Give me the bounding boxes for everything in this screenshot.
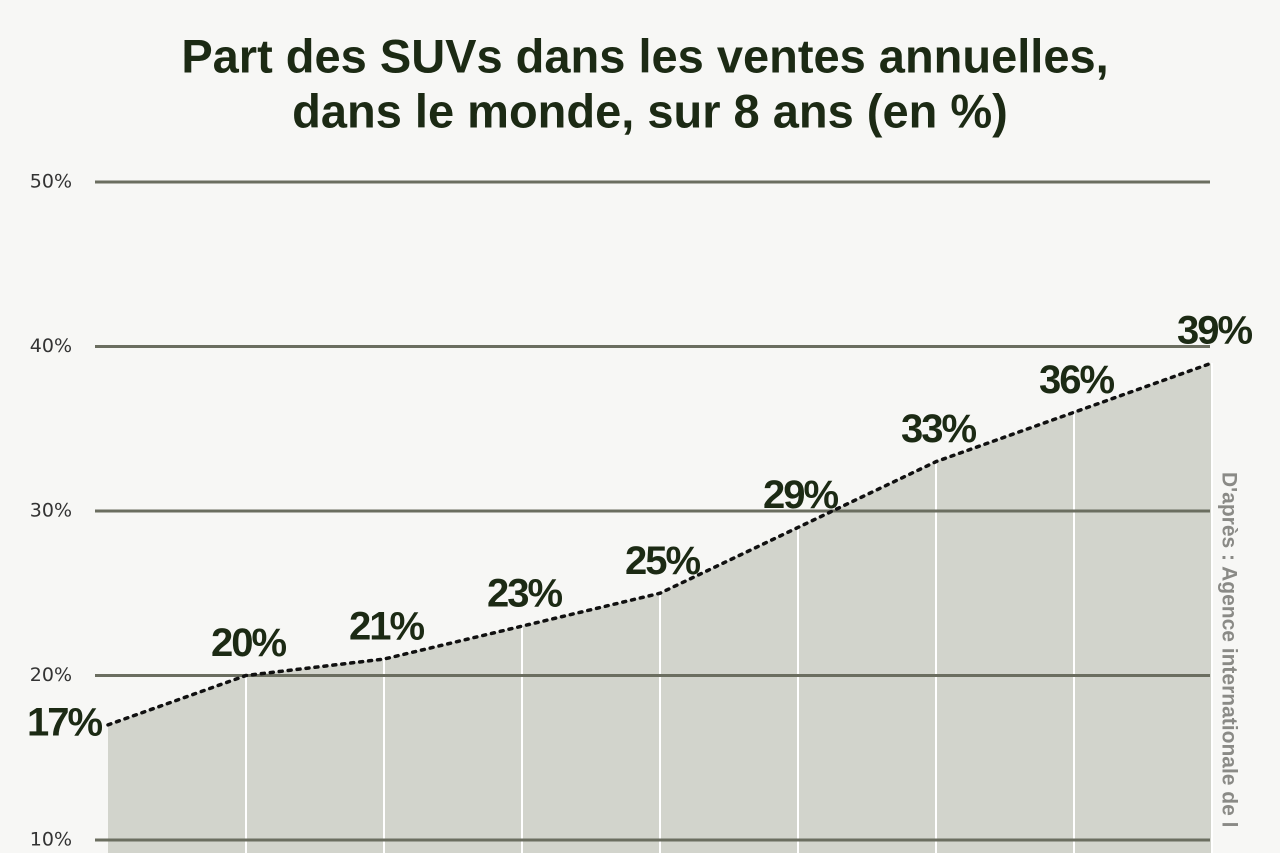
value-label: 33% bbox=[901, 407, 976, 451]
y-tick-label: 50% bbox=[30, 171, 72, 193]
line bbox=[106, 361, 1214, 727]
y-tick-label: 30% bbox=[30, 500, 72, 522]
value-label: 23% bbox=[487, 572, 562, 616]
value-label: 21% bbox=[349, 605, 424, 649]
y-tick-label: 10% bbox=[30, 829, 72, 851]
y-tick-label: 20% bbox=[30, 664, 72, 686]
value-label: 36% bbox=[1039, 358, 1114, 402]
value-label: 20% bbox=[211, 621, 286, 665]
value-label: 29% bbox=[763, 473, 838, 517]
chart-title: Part des SUVs dans les ventes annuelles, bbox=[181, 29, 1108, 82]
chart-title: dans le monde, sur 8 ans (en %) bbox=[292, 84, 1008, 137]
y-tick-label: 40% bbox=[30, 335, 72, 357]
value-label: 17% bbox=[27, 700, 102, 744]
value-label: 25% bbox=[625, 539, 700, 583]
value-label: 39% bbox=[1177, 309, 1252, 353]
source-note: D'après : Agence internationale de l bbox=[1217, 472, 1240, 827]
